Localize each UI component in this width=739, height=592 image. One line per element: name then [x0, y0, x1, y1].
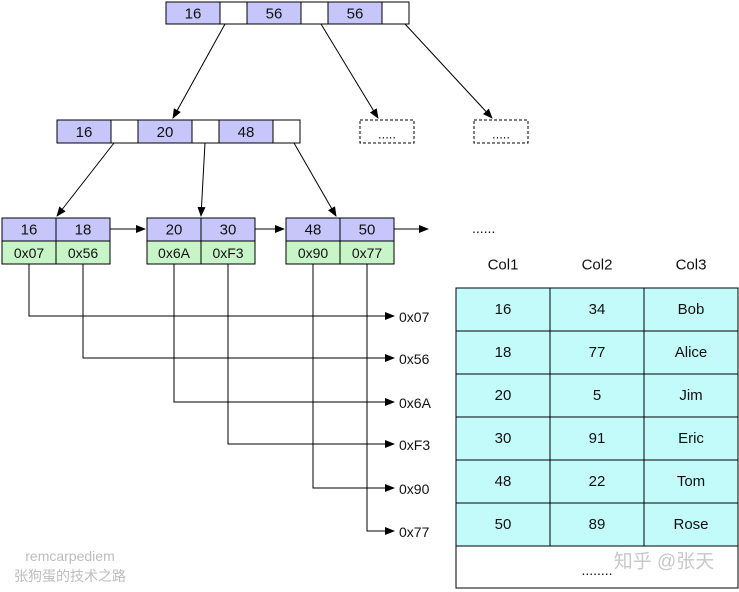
table-cell-value: 48 — [495, 473, 512, 490]
placeholder-node — [359, 119, 415, 144]
leaf-pointer: 0x90 — [298, 245, 329, 261]
table-cell — [643, 502, 739, 547]
table-cell — [549, 330, 645, 375]
row-address-label: 0x07 — [399, 309, 430, 325]
inner-pointer-cell — [272, 119, 301, 144]
inner-key: 48 — [238, 124, 255, 141]
row-pointer-arrow — [82, 264, 395, 362]
table-header: Col1 — [488, 257, 519, 274]
table-cell-value: Eric — [678, 430, 704, 447]
table-cell-value: 50 — [495, 516, 512, 533]
leaf-key: 16 — [21, 222, 38, 239]
table-cell — [455, 459, 551, 504]
root-key: 16 — [185, 6, 202, 23]
root-pointer-cell — [300, 1, 329, 25]
row-address-label: 0x77 — [399, 524, 430, 540]
row-address-label: 0xF3 — [399, 437, 430, 453]
row-address-label: 0x90 — [399, 481, 430, 497]
watermark-blog: 张狗蛋的技术之路 — [14, 568, 126, 584]
table-cell-value: 77 — [589, 344, 606, 361]
leaf-pointer: 0xF3 — [212, 245, 243, 261]
table-cell — [549, 459, 645, 504]
table-cell — [643, 459, 739, 504]
table-header: Col2 — [582, 257, 613, 274]
inner-key: 20 — [157, 124, 174, 141]
table-cell — [549, 373, 645, 418]
root-to-placeholder-arrow — [320, 23, 379, 119]
row-address-label: 0x6A — [399, 395, 432, 411]
leaf-pointer: 0x56 — [68, 245, 99, 261]
table-cell — [643, 373, 739, 418]
row-address-label: 0x56 — [399, 351, 430, 367]
table-cell — [455, 287, 551, 332]
inner-to-leaf-arrow — [197, 142, 206, 217]
leaf-key: 18 — [75, 222, 92, 239]
table-more-text: ........ — [581, 562, 612, 578]
leaf-pointer: 0x6A — [158, 245, 191, 261]
table-cell-value: 34 — [589, 301, 606, 318]
root-key: 56 — [347, 6, 364, 23]
table-cell — [643, 287, 739, 332]
root-pointer-cell — [381, 1, 410, 25]
table-cell — [643, 330, 739, 375]
leaf-pointer: 0x07 — [14, 245, 45, 261]
table-cell-value: 91 — [589, 430, 606, 447]
table-cell-value: 22 — [589, 473, 606, 490]
table-cell-value: Tom — [677, 473, 705, 490]
placeholder-node-text: ..... — [492, 127, 510, 142]
inner-pointer-cell — [110, 119, 139, 144]
watermark-zhihu: 知乎 @张天 — [614, 551, 715, 573]
table-more-row — [455, 545, 739, 589]
table-cell-value: 5 — [593, 387, 601, 404]
root-pointer-cell — [219, 1, 248, 25]
table-cell-value: Jim — [679, 387, 702, 404]
inner-key: 16 — [76, 124, 93, 141]
placeholder-node — [473, 119, 529, 144]
leaf-continuation: ...... — [472, 220, 495, 236]
table-cell-value: 20 — [495, 387, 512, 404]
placeholder-node-text: ..... — [378, 127, 396, 142]
table-cell-value: 16 — [495, 301, 512, 318]
table-cell-value: Bob — [678, 301, 705, 318]
leaf-key: 20 — [166, 222, 183, 239]
root-to-placeholder-arrow — [404, 23, 493, 119]
table-cell-value: 30 — [495, 430, 512, 447]
leaf-key: 50 — [359, 222, 376, 239]
row-pointer-arrow — [173, 264, 395, 406]
table-header: Col3 — [676, 257, 707, 274]
table-cell-value: 18 — [495, 344, 512, 361]
table-cell — [549, 502, 645, 547]
root-key: 56 — [266, 6, 283, 23]
row-pointer-arrow — [312, 264, 395, 492]
row-pointer-arrow — [28, 264, 395, 320]
table-cell-value: Alice — [675, 344, 708, 361]
inner-to-leaf-arrow — [56, 142, 115, 217]
table-cell — [455, 416, 551, 461]
table-cell-value: 89 — [589, 516, 606, 533]
row-pointer-arrow — [366, 264, 395, 535]
table-cell — [455, 330, 551, 375]
table-cell — [643, 416, 739, 461]
leaf-pointer: 0x77 — [352, 245, 383, 261]
watermark-author: remcarpediem — [25, 548, 114, 564]
leaf-key: 30 — [220, 222, 237, 239]
inner-to-leaf-arrow — [293, 142, 337, 217]
table-cell-value: Rose — [673, 516, 708, 533]
inner-pointer-cell — [191, 119, 220, 144]
root-to-inner-arrow — [172, 23, 226, 119]
row-pointer-arrow — [227, 264, 395, 448]
table-cell — [549, 416, 645, 461]
leaf-key: 48 — [305, 222, 322, 239]
